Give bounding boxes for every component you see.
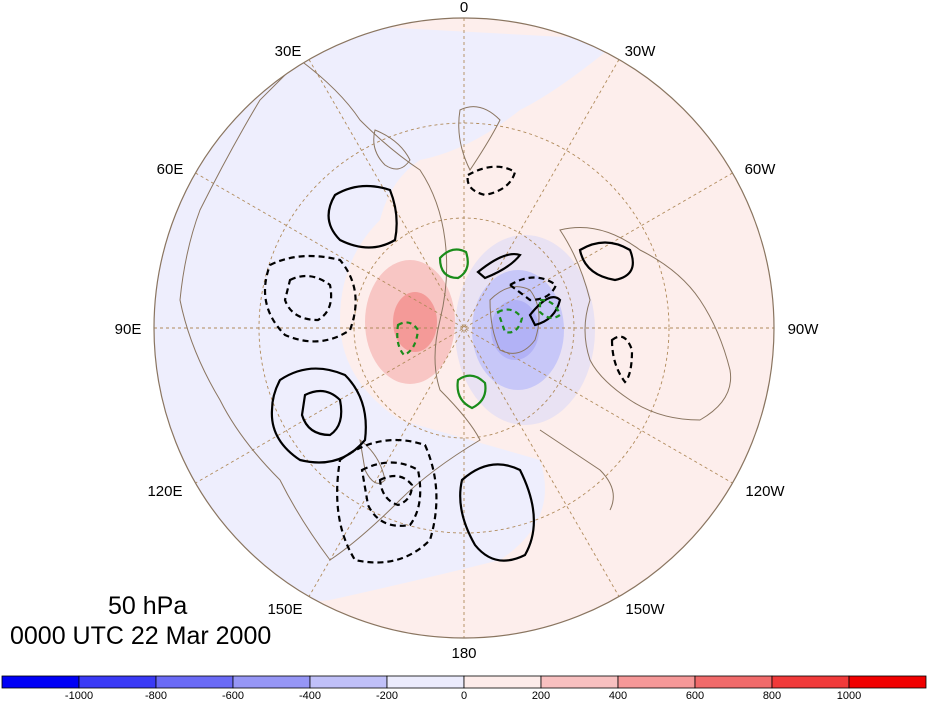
positive-contour: [578, 241, 634, 282]
positive-anomaly-inner: [393, 292, 437, 352]
zero-contour-dashed: [396, 321, 420, 357]
colorbar-swatch: [694, 675, 773, 689]
north-america-coast: [559, 227, 732, 421]
positive-contour: [528, 296, 562, 327]
lon-label-120e: 120E: [147, 483, 182, 500]
colorbar-label: 600: [686, 690, 704, 702]
colorbar-label: -400: [299, 690, 321, 702]
colorbar-swatch: [309, 675, 388, 689]
zero-contour: [438, 248, 469, 280]
negative-contour: [283, 274, 333, 322]
colorbar-swatch: [1, 675, 80, 689]
greenland-coast: [458, 106, 501, 171]
colorbar-label: -200: [376, 690, 398, 702]
negative-anomaly-halo: [455, 235, 595, 425]
lon-label-60w: 60W: [745, 161, 777, 178]
colorbar: -1000 -800 -600 -400 -200 0 200 400 600 800 1000: [1, 675, 927, 702]
colorbar-label: 200: [532, 690, 550, 702]
arctic-islands: [489, 286, 540, 354]
colorbar-swatch: [617, 675, 696, 689]
negative-contour: [610, 335, 634, 384]
map-boundary: [153, 17, 775, 639]
lon-label-0: 0: [460, 0, 468, 16]
zero-contour: [456, 374, 487, 410]
colorbar-swatch: [232, 675, 311, 689]
colorbar-swatch: [848, 675, 927, 689]
positive-contour: [327, 184, 398, 249]
negative-contour: [336, 438, 438, 564]
colorbar-label: 400: [609, 690, 627, 702]
lon-label-90e: 90E: [115, 321, 142, 338]
lon-label-180: 180: [451, 645, 476, 662]
japan-coast: [359, 438, 386, 484]
colorbar-label: -600: [222, 690, 244, 702]
lon-label-90w: 90W: [788, 321, 820, 338]
colorbar-label: 0: [461, 690, 467, 702]
positive-contour: [300, 389, 343, 437]
contours: [263, 165, 634, 564]
coastlines: [179, 59, 732, 561]
positive-contour: [476, 253, 522, 280]
lon-label-60e: 60E: [157, 161, 184, 178]
shading: [154, 18, 774, 638]
lon-label-30w: 30W: [625, 43, 657, 60]
longitude-labels: 0 30W 60W 90W 120W 150W 180 150E 120E 90…: [115, 0, 820, 662]
europe-detail: [373, 129, 411, 170]
colorbar-label: -800: [145, 690, 167, 702]
colorbar-label: -1000: [65, 690, 93, 702]
colorbar-swatch: [78, 675, 157, 689]
colorbar-label: 1000: [837, 690, 861, 702]
lon-label-150w: 150W: [625, 601, 665, 618]
colorbar-label: 800: [763, 690, 781, 702]
negative-contour: [360, 461, 422, 527]
colorbar-swatch: [771, 675, 850, 689]
graticule: [154, 18, 774, 638]
positive-contour: [459, 463, 535, 562]
alaska-coast: [539, 429, 614, 511]
zero-contour-dashed: [496, 308, 524, 334]
colorbar-swatch: [155, 675, 234, 689]
lon-label-120w: 120W: [745, 483, 785, 500]
negative-contour: [508, 276, 558, 302]
pressure-level-title: 50 hPa: [108, 592, 188, 620]
lon-label-150e: 150E: [267, 601, 302, 618]
eurasia-coast: [179, 59, 481, 561]
lon-label-30e: 30E: [275, 43, 302, 60]
colorbar-swatch: [463, 675, 542, 689]
colorbar-swatch: [386, 675, 465, 689]
negative-shading-region: [154, 20, 620, 620]
valid-time-title: 0000 UTC 22 Mar 2000: [10, 622, 272, 650]
negative-contour: [466, 165, 517, 197]
colorbar-swatch: [540, 675, 619, 689]
